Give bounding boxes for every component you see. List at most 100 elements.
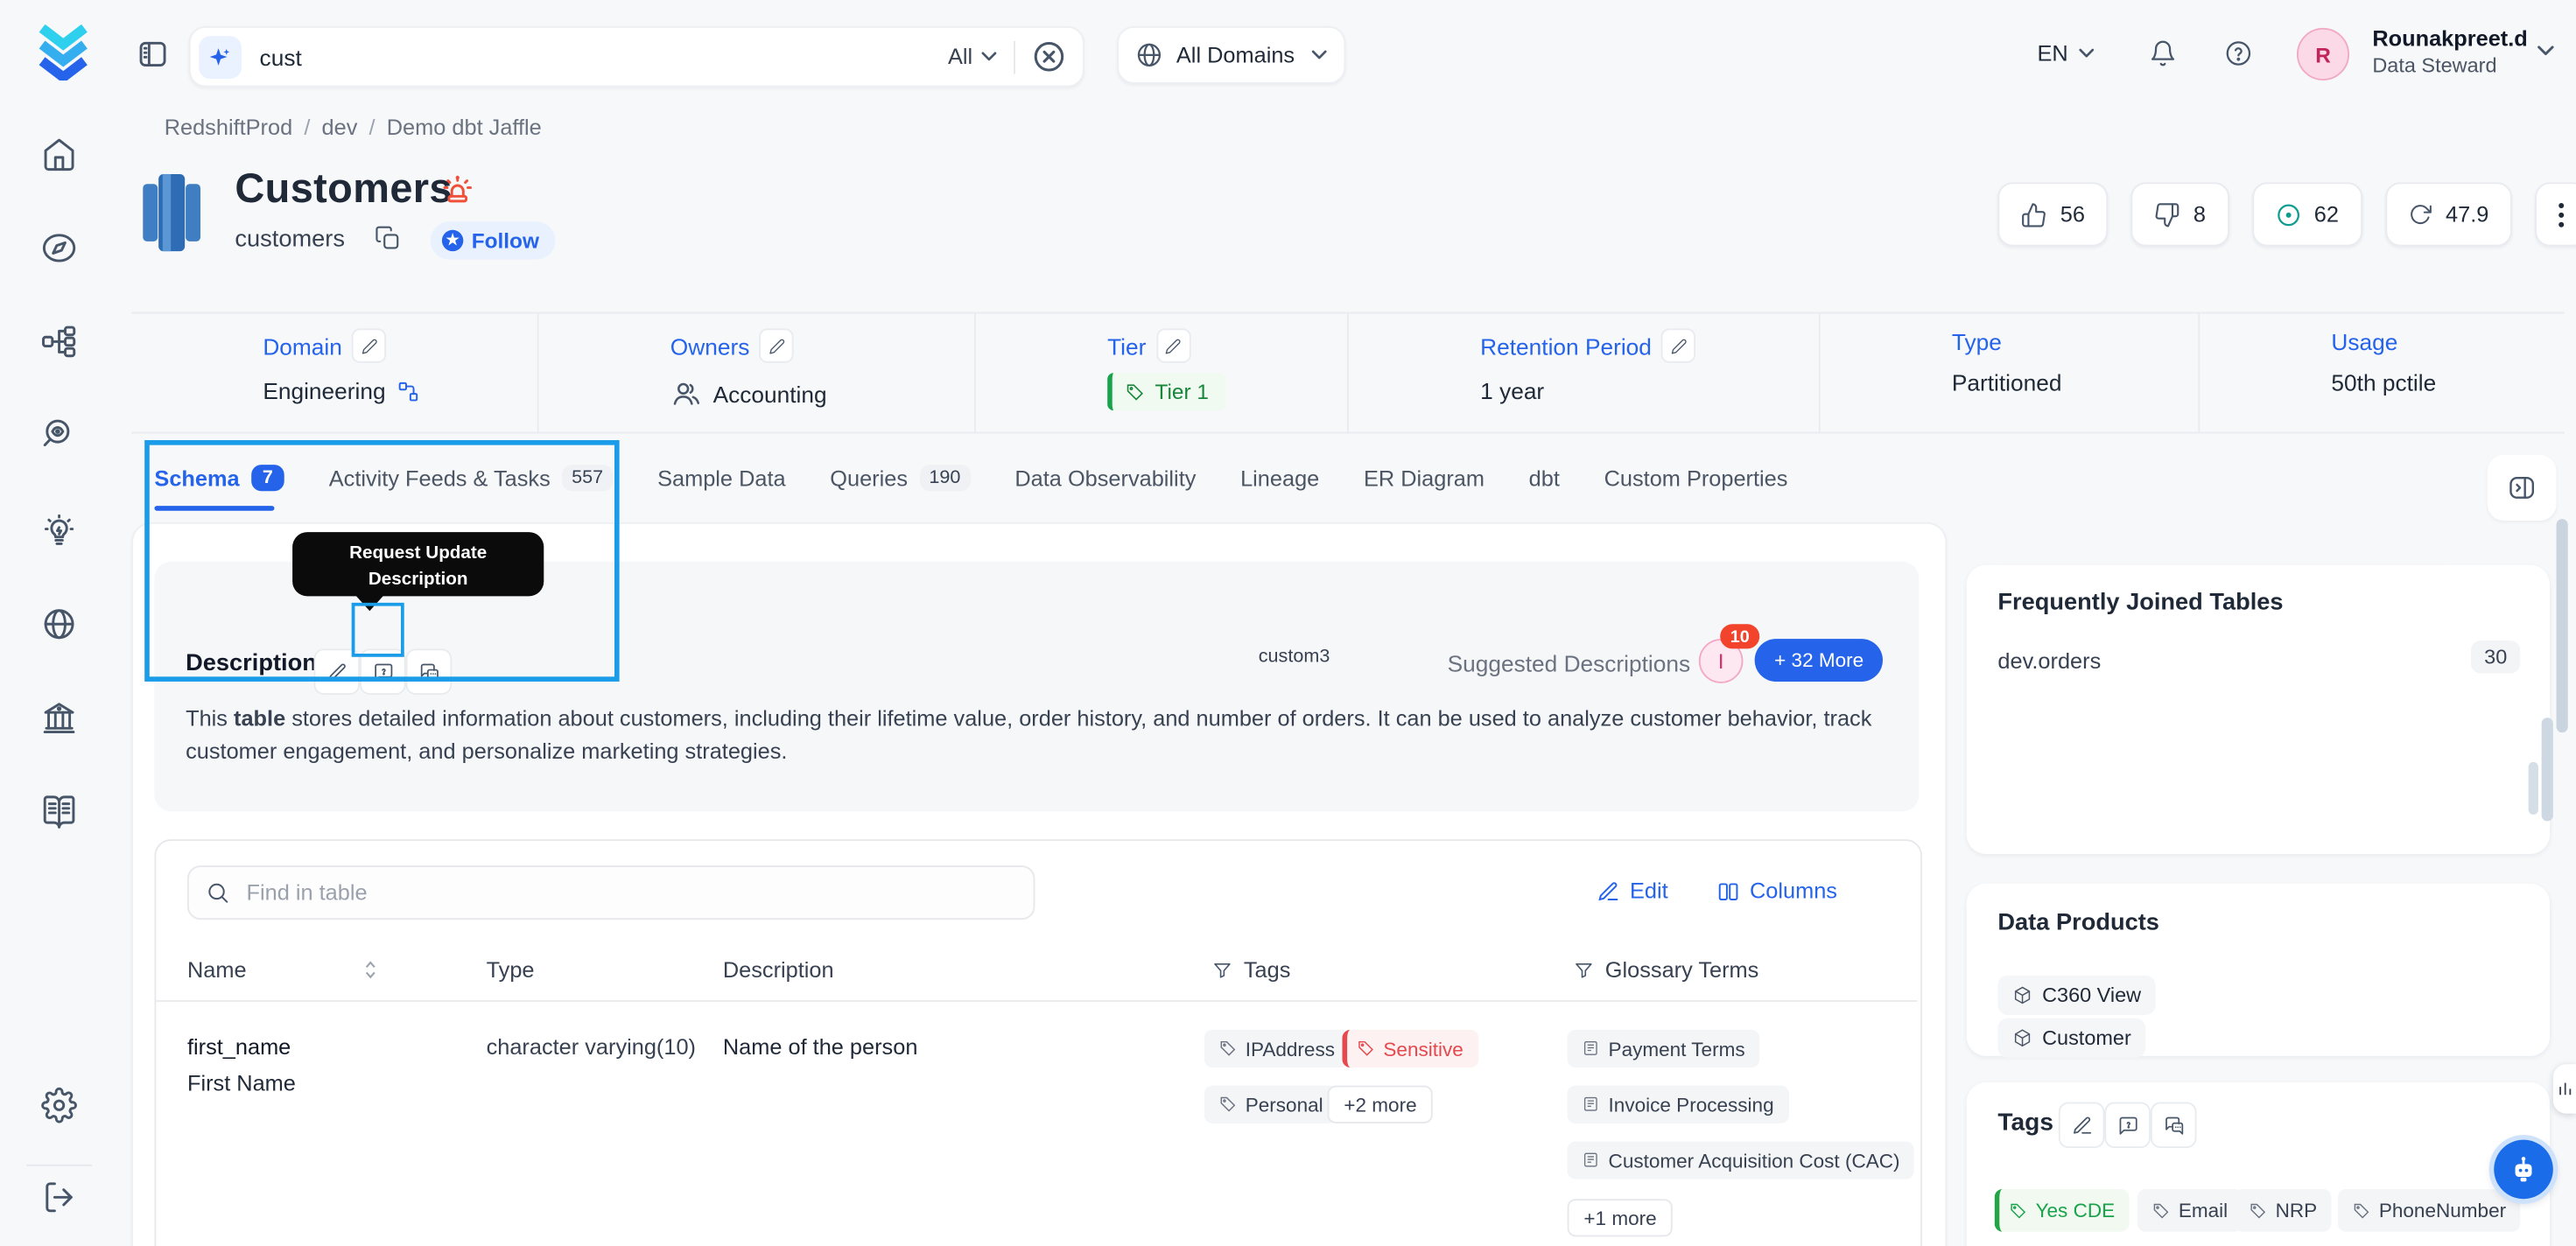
breadcrumb-schema[interactable]: Demo dbt Jaffle [386, 115, 542, 140]
clear-search-icon[interactable] [1032, 39, 1066, 74]
panel-scrollbar[interactable] [2541, 718, 2553, 822]
request-update-description-icon[interactable] [360, 648, 406, 695]
data-product-chip[interactable]: C360 View [1997, 975, 2157, 1015]
settings-gear-icon[interactable] [41, 1087, 77, 1124]
observability-search-eye-icon[interactable] [41, 417, 77, 453]
tag-chip-sensitive[interactable]: Sensitive [1342, 1029, 1478, 1068]
lineage-graph-icon[interactable] [41, 324, 77, 360]
breadcrumb-database[interactable]: dev [321, 115, 358, 140]
metadata-retention: Retention Period 1 year [1347, 313, 1819, 432]
global-search-bar[interactable]: cust All [188, 26, 1084, 88]
edit-description-icon[interactable] [313, 648, 361, 695]
tag-chip[interactable]: Personal [1204, 1085, 1338, 1124]
request-tag-icon[interactable] [2104, 1102, 2151, 1149]
tag-chip[interactable]: NRP [2234, 1188, 2333, 1232]
insights-bulb-icon[interactable] [41, 513, 77, 549]
user-menu-chevron-icon[interactable] [2537, 45, 2555, 58]
tab-queries[interactable]: Queries 190 [830, 465, 971, 492]
likes-button[interactable]: 56 [1997, 182, 2109, 247]
joined-table-link[interactable]: dev.orders [1997, 648, 2102, 674]
all-domains-dropdown[interactable]: All Domains [1117, 26, 1346, 84]
copy-name-icon[interactable] [375, 225, 404, 255]
language-selector[interactable]: EN [2037, 41, 2094, 66]
governance-bank-icon[interactable] [41, 700, 77, 736]
find-in-table-box[interactable] [186, 865, 1035, 920]
more-tags-chip[interactable]: +2 more [1327, 1085, 1434, 1124]
tag-chip[interactable]: PhoneNumber [2337, 1188, 2522, 1232]
tier-badge[interactable]: Tier 1 [1107, 373, 1225, 411]
comments-icon[interactable] [405, 648, 453, 695]
column-name[interactable]: first_name [186, 1034, 291, 1060]
type-label[interactable]: Type [1951, 328, 2002, 355]
usage-label[interactable]: Usage [2331, 328, 2398, 355]
data-product-chip[interactable]: Customer [1997, 1018, 2146, 1058]
edge-floating-button[interactable] [2552, 1064, 2576, 1114]
follow-button[interactable]: ★ Follow [430, 221, 556, 260]
search-query-text[interactable]: cust [259, 43, 302, 70]
glossary-term-chip[interactable]: Payment Terms [1567, 1029, 1760, 1068]
more-actions-button[interactable] [2534, 182, 2576, 247]
breadcrumb-connection[interactable]: RedshiftProd [164, 115, 293, 140]
tab-schema[interactable]: Schema 7 [154, 465, 285, 492]
tier-label[interactable]: Tier [1107, 332, 1147, 360]
edit-table-button[interactable]: Edit [1597, 878, 1668, 903]
header-tags[interactable]: Tags [1212, 957, 1290, 982]
inner-scrollbar[interactable] [2528, 761, 2538, 815]
atlan-logo[interactable] [36, 24, 90, 80]
chat-assistant-button[interactable] [2494, 1139, 2553, 1200]
home-icon[interactable] [41, 136, 77, 172]
search-scope-dropdown[interactable]: All [948, 45, 1014, 69]
help-icon[interactable] [2224, 39, 2252, 67]
edit-tier-icon[interactable] [1155, 328, 1191, 363]
glossary-term-chip[interactable]: Customer Acquisition Cost (CAC) [1567, 1141, 1915, 1180]
request-update-description-tooltip: Request Update Description [292, 532, 544, 612]
retention-label[interactable]: Retention Period [1480, 332, 1652, 360]
header-name[interactable]: Name [187, 957, 378, 982]
user-avatar[interactable]: R [2297, 27, 2350, 80]
tag-chip-yes-cde[interactable]: Yes CDE [1994, 1188, 2130, 1232]
domain-value[interactable]: Engineering [263, 377, 386, 404]
tab-data-observability[interactable]: Data Observability [1014, 466, 1197, 491]
freshness-button[interactable]: 47.9 [2384, 182, 2512, 247]
more-suggestions-button[interactable]: + 32 More [1754, 639, 1884, 682]
tab-er-diagram[interactable]: ER Diagram [1363, 466, 1485, 491]
tab-custom-properties[interactable]: Custom Properties [1604, 466, 1788, 491]
edit-domain-icon[interactable] [352, 328, 387, 363]
domain-label[interactable]: Domain [263, 332, 342, 360]
header-glossary-terms[interactable]: Glossary Terms [1574, 957, 1758, 982]
logout-icon[interactable] [41, 1180, 77, 1215]
find-in-table-input[interactable] [242, 878, 1017, 907]
column-type: character varying(10) [486, 1034, 697, 1060]
owners-label[interactable]: Owners [670, 332, 750, 360]
tab-dbt[interactable]: dbt [1528, 466, 1560, 491]
more-glossary-chip[interactable]: +1 more [1567, 1199, 1674, 1237]
columns-button[interactable]: Columns [1716, 878, 1837, 903]
tab-lineage[interactable]: Lineage [1240, 466, 1320, 491]
dislikes-button[interactable]: 8 [2130, 182, 2229, 247]
watchers-button[interactable]: 62 [2251, 182, 2362, 247]
sort-icon[interactable] [363, 959, 378, 980]
workspace-globe-icon[interactable] [41, 606, 77, 642]
suggested-count-badge: 10 [1720, 624, 1760, 649]
glossary-term-chip[interactable]: Invoice Processing [1567, 1085, 1789, 1124]
edit-tags-icon[interactable] [2058, 1102, 2105, 1149]
tag-chip[interactable]: IPAddress [1204, 1029, 1350, 1068]
filter-funnel-icon[interactable] [1212, 960, 1232, 980]
header-description[interactable]: Description [722, 957, 834, 983]
discover-compass-icon[interactable] [41, 230, 77, 266]
header-type[interactable]: Type [486, 957, 535, 983]
owners-value[interactable]: Accounting [712, 380, 827, 407]
sidebar-toggle-icon[interactable] [138, 39, 168, 69]
glossary-book-icon[interactable] [41, 794, 77, 830]
edit-retention-icon[interactable] [1661, 328, 1696, 363]
alert-siren-icon[interactable] [440, 172, 474, 208]
collapse-panel-button[interactable] [2487, 454, 2557, 521]
tab-sample-data[interactable]: Sample Data [657, 466, 786, 491]
notifications-bell-icon[interactable] [2149, 39, 2177, 67]
tag-comments-icon[interactable] [2150, 1102, 2197, 1149]
filter-funnel-icon[interactable] [1574, 960, 1594, 980]
edit-owners-icon[interactable] [759, 328, 795, 363]
page-scrollbar[interactable] [2556, 519, 2568, 733]
tag-chip[interactable]: Email [2137, 1188, 2243, 1232]
tab-activity-feeds[interactable]: Activity Feeds & Tasks 557 [329, 465, 614, 492]
